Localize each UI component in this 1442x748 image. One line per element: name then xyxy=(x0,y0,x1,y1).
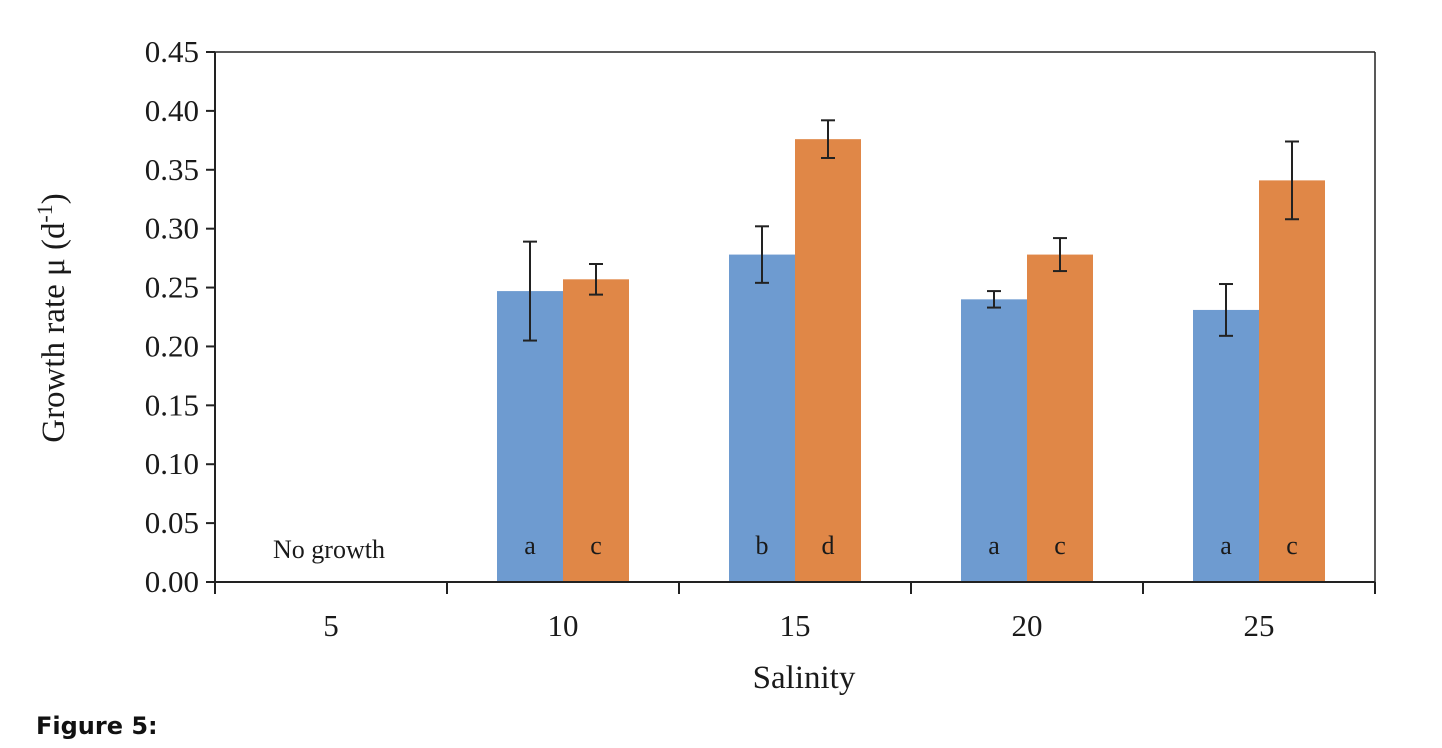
significance-label: a xyxy=(1220,531,1232,560)
x-axis-title: Salinity xyxy=(753,660,856,696)
significance-label: d xyxy=(822,531,835,560)
y-tick-label: 0.00 xyxy=(145,564,199,599)
bar-chart: 0.00 0.05 0.10 0.15 0.20 0.25 0.30 0.35 0.40 0.45… xyxy=(32,34,1376,696)
significance-label: b xyxy=(756,531,769,560)
y-tick-label: 0.35 xyxy=(145,152,199,187)
x-tick-label: 15 xyxy=(780,608,811,643)
y-tick-label: 0.45 xyxy=(145,34,199,69)
plot-area: 0.00 0.05 0.10 0.15 0.20 0.25 0.30 0.35 0.40 0.45… xyxy=(145,34,1376,643)
y-axis-title-main: Growth rate μ (d xyxy=(36,222,72,443)
y-axis-title-suffix: ) xyxy=(36,193,72,204)
bar xyxy=(729,254,795,583)
figure-caption: Figure 5: xyxy=(36,712,158,740)
significance-label: c xyxy=(590,531,602,560)
bar xyxy=(795,139,861,582)
significance-label: a xyxy=(988,531,1000,560)
significance-label: c xyxy=(1286,531,1298,560)
bar xyxy=(961,299,1027,582)
y-tick-label: 0.20 xyxy=(145,328,199,363)
x-tick-label: 5 xyxy=(323,608,339,643)
y-axis-title-superscript: -1 xyxy=(32,204,57,222)
bar xyxy=(1259,180,1325,582)
y-tick-label: 0.25 xyxy=(145,270,199,305)
bar xyxy=(1193,309,1259,582)
x-tick-label: 20 xyxy=(1012,608,1043,643)
y-axis-title: Growth rate μ (d-1) xyxy=(32,193,72,443)
bar xyxy=(1027,254,1093,583)
x-tick-label: 10 xyxy=(548,608,579,643)
y-tick-label: 0.40 xyxy=(145,93,199,128)
y-tick-label: 0.15 xyxy=(145,387,199,422)
significance-label: c xyxy=(1054,531,1066,560)
y-tick-label: 0.05 xyxy=(145,505,199,540)
bar xyxy=(563,279,629,582)
y-tick-label: 0.10 xyxy=(145,446,199,481)
x-tick-label: 25 xyxy=(1244,608,1275,643)
y-tick-label: 0.30 xyxy=(145,211,199,246)
annotation-no-growth: No growth xyxy=(273,535,385,564)
significance-label: a xyxy=(524,531,536,560)
